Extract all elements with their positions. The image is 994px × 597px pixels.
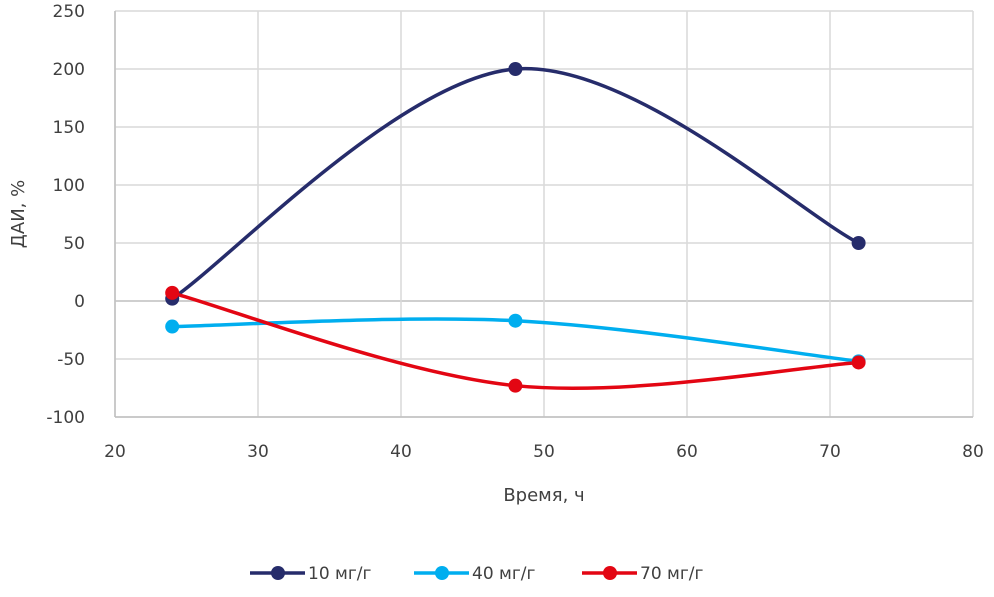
data-point: [851, 355, 866, 370]
grid: [114, 10, 974, 418]
series-points: [165, 62, 866, 393]
x-tick-label: 40: [390, 442, 412, 462]
y-tick-label: -50: [57, 350, 85, 370]
data-point: [165, 285, 180, 300]
series-line-0: [171, 67, 860, 301]
legend-label: 10 мг/г: [308, 564, 372, 584]
x-tick-label: 20: [104, 442, 126, 462]
data-point: [508, 313, 523, 328]
y-tick-labels: -100 -50 0 50 100 150 200 250: [46, 2, 85, 428]
legend-label: 70 мг/г: [640, 564, 704, 584]
x-tick-label: 60: [676, 442, 698, 462]
legend-label: 40 мг/г: [472, 564, 536, 584]
legend-swatch-marker: [271, 566, 285, 580]
data-point: [508, 378, 523, 393]
legend-item: 40 мг/г: [414, 564, 536, 584]
y-tick-label: 150: [53, 118, 85, 138]
y-axis-title: ДАИ, %: [8, 180, 29, 248]
legend-item: 10 мг/г: [250, 564, 372, 584]
x-axis-title: Время, ч: [503, 485, 584, 506]
x-tick-labels: 20 30 40 50 60 70 80: [104, 442, 984, 462]
x-tick-label: 80: [962, 442, 984, 462]
y-tick-label: 250: [53, 2, 85, 22]
data-point: [165, 319, 180, 334]
legend-swatch-marker: [435, 566, 449, 580]
data-point: [851, 236, 866, 250]
x-tick-label: 30: [247, 442, 269, 462]
legend-swatch-marker: [603, 566, 617, 580]
y-tick-label: 100: [53, 176, 85, 196]
y-tick-label: -100: [46, 408, 85, 428]
y-tick-label: 50: [63, 234, 85, 254]
data-point: [508, 62, 523, 76]
legend: 10 мг/г 40 мг/г 70 мг/г: [250, 564, 704, 584]
y-tick-label: 0: [74, 292, 85, 312]
x-tick-label: 70: [819, 442, 841, 462]
series-lines: [171, 67, 860, 391]
legend-item: 70 мг/г: [582, 564, 704, 584]
series-line-2: [171, 291, 859, 391]
x-tick-label: 50: [533, 442, 555, 462]
y-tick-label: 200: [53, 60, 85, 80]
